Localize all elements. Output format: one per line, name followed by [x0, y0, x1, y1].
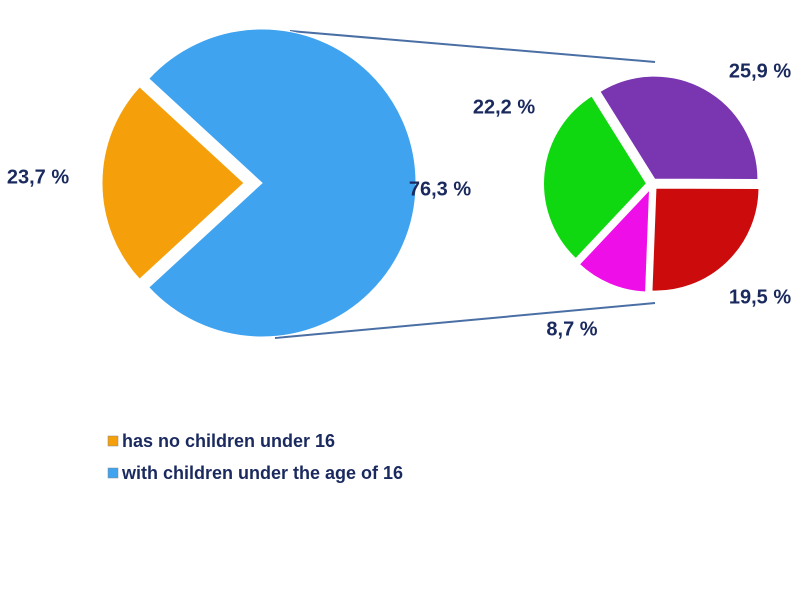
data-label: 25,9 % — [729, 60, 791, 82]
pie-slice — [148, 28, 417, 338]
data-label: 23,7 % — [7, 166, 69, 188]
legend-swatch — [107, 467, 119, 479]
legend-swatch — [107, 435, 119, 447]
legend-label: has no children under 16 — [122, 431, 335, 451]
data-label: 19,5 % — [729, 286, 791, 308]
connector-line — [289, 30, 656, 63]
pie-slice — [101, 86, 245, 280]
pie-slice — [542, 93, 649, 261]
legend-label: with children under the age of 16 — [121, 463, 403, 483]
data-label: 76,3 % — [409, 178, 471, 200]
pie-slice — [597, 74, 760, 182]
connector-line — [274, 302, 656, 339]
data-label: 8,7 % — [546, 318, 597, 340]
pie-slice — [577, 185, 652, 294]
pie-slice — [650, 186, 761, 293]
data-label: 22,2 % — [473, 96, 535, 118]
